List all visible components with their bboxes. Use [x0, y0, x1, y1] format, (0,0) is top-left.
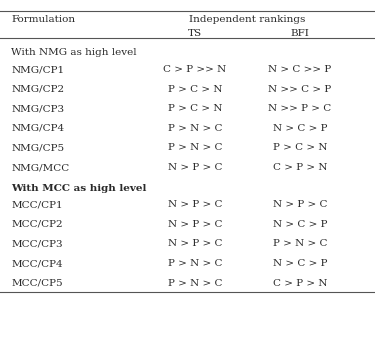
Text: N > P > C: N > P > C: [168, 220, 222, 229]
Text: N > P > C: N > P > C: [168, 200, 222, 209]
Text: NMG/CP3: NMG/CP3: [11, 104, 64, 113]
Text: P > N > C: P > N > C: [273, 240, 327, 248]
Text: N > C > P: N > C > P: [273, 124, 327, 133]
Text: NMG/CP1: NMG/CP1: [11, 65, 64, 74]
Text: N > C > P: N > C > P: [273, 220, 327, 229]
Text: NMG/CP5: NMG/CP5: [11, 143, 64, 152]
Text: N > C >> P: N > C >> P: [268, 65, 332, 74]
Text: N > C > P: N > C > P: [273, 259, 327, 268]
Text: MCC/CP5: MCC/CP5: [11, 279, 63, 288]
Text: MCC/CP4: MCC/CP4: [11, 259, 63, 268]
Text: C > P > N: C > P > N: [273, 279, 327, 288]
Text: N > P > C: N > P > C: [273, 200, 327, 209]
Text: MCC/CP2: MCC/CP2: [11, 220, 63, 229]
Text: N >> C > P: N >> C > P: [268, 84, 332, 94]
Text: Independent rankings: Independent rankings: [189, 15, 306, 24]
Text: With NMG as high level: With NMG as high level: [11, 48, 137, 57]
Text: NMG/CP2: NMG/CP2: [11, 84, 64, 94]
Text: With MCC as high level: With MCC as high level: [11, 184, 147, 193]
Text: BFI: BFI: [291, 29, 309, 38]
Text: P > C > N: P > C > N: [273, 143, 327, 152]
Text: NMG/CP4: NMG/CP4: [11, 124, 64, 133]
Text: P > C > N: P > C > N: [168, 104, 222, 113]
Text: MCC/CP3: MCC/CP3: [11, 240, 63, 248]
Text: N > P > C: N > P > C: [168, 240, 222, 248]
Text: N >> P > C: N >> P > C: [268, 104, 332, 113]
Text: MCC/CP1: MCC/CP1: [11, 200, 63, 209]
Text: P > N > C: P > N > C: [168, 259, 222, 268]
Text: P > N > C: P > N > C: [168, 143, 222, 152]
Text: C > P > N: C > P > N: [273, 163, 327, 172]
Text: P > N > C: P > N > C: [168, 124, 222, 133]
Text: P > C > N: P > C > N: [168, 84, 222, 94]
Text: C > P >> N: C > P >> N: [164, 65, 226, 74]
Text: N > P > C: N > P > C: [168, 163, 222, 172]
Text: Formulation: Formulation: [11, 15, 75, 24]
Text: P > N > C: P > N > C: [168, 279, 222, 288]
Text: TS: TS: [188, 29, 202, 38]
Text: NMG/MCC: NMG/MCC: [11, 163, 69, 172]
